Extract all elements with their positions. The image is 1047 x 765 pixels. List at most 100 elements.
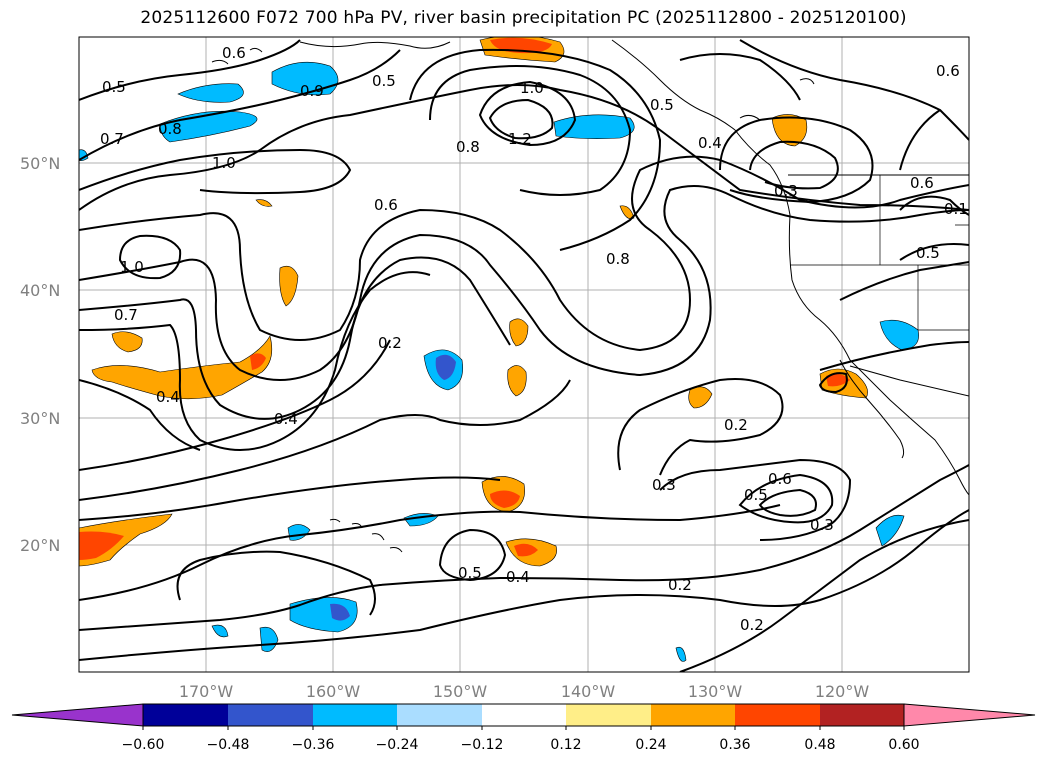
contour-label: 0.5 — [458, 564, 482, 582]
precip-strong-patch — [490, 490, 520, 508]
colorbar-tick-label: −0.12 — [461, 737, 504, 753]
precip-negative-patch — [879, 319, 919, 351]
precip-positive-patch — [507, 365, 527, 397]
contour-line — [679, 519, 969, 672]
colorbar-bin — [820, 704, 904, 726]
lat-label-40n: 40°N — [20, 281, 60, 300]
lat-label-30n: 30°N — [20, 409, 60, 428]
colorbar-bin — [228, 704, 313, 726]
contour-label: 0.8 — [158, 120, 182, 138]
precip-positive-patch — [111, 331, 143, 353]
colorbar-bin — [143, 704, 228, 726]
precip-negative-patch — [211, 624, 229, 638]
contour-line — [739, 39, 969, 141]
contour-labels: 0.6 0.5 0.9 0.5 0.8 0.7 1.0 1.0 1.2 0.8 … — [100, 44, 968, 634]
lon-label-120w: 120°W — [815, 682, 870, 701]
precip-negative-patch — [271, 61, 339, 96]
contour-line — [679, 53, 801, 101]
contour-label: 0.4 — [698, 134, 722, 152]
contour-label: 0.8 — [606, 250, 630, 268]
precip-strong-patch — [826, 373, 850, 387]
contour-line — [79, 509, 969, 661]
contour-label: 0.2 — [740, 616, 764, 634]
precip-strong-patch — [514, 543, 538, 557]
lon-label-140w: 140°W — [561, 682, 616, 701]
precip-strong-negative-patch — [435, 354, 456, 380]
precip-positive-patch — [279, 265, 299, 307]
contour-line — [429, 65, 632, 196]
contour-label: 0.5 — [744, 486, 768, 504]
contour-line — [79, 464, 969, 631]
contour-label: 0.2 — [724, 416, 748, 434]
pv-contours — [79, 39, 969, 672]
coastline-islands — [211, 47, 815, 121]
lon-label-130w: 130°W — [688, 682, 743, 701]
colorbar-bin — [651, 704, 735, 726]
colorbar: −0.60 −0.48 −0.36 −0.24 −0.12 0.12 0.24 … — [11, 703, 1036, 753]
contour-label: 0.6 — [222, 44, 246, 62]
lon-label-170w: 170°W — [179, 682, 234, 701]
contour-line — [79, 379, 571, 501]
contour-line — [738, 473, 834, 524]
contour-label: 0.3 — [774, 182, 798, 200]
colorbar-tick-label: 0.24 — [635, 737, 666, 753]
contour-line — [79, 155, 969, 352]
colorbar-bin — [735, 704, 820, 726]
contour-line — [79, 339, 391, 471]
latitude-labels: 50°N 40°N 30°N 20°N — [20, 154, 60, 555]
contour-label: 1.2 — [508, 130, 532, 148]
contour-label: 0.3 — [652, 476, 676, 494]
contour-line — [79, 39, 301, 101]
contour-line — [79, 148, 352, 195]
gridlines — [79, 37, 969, 672]
precip-negative-patch — [553, 114, 635, 139]
precip-positive-patch — [619, 205, 635, 220]
precip-positive-patch — [509, 318, 529, 347]
contour-line — [899, 109, 969, 216]
contour-line — [488, 98, 554, 140]
coastline-hawaii — [329, 518, 403, 553]
contour-line — [438, 528, 507, 582]
contour-label: 0.9 — [300, 82, 324, 100]
precipitation-fills — [79, 37, 919, 662]
colorbar-tick-label: −0.24 — [376, 737, 419, 753]
contour-line — [818, 372, 848, 394]
precip-positive-patch — [91, 335, 273, 400]
colorbar-bin — [397, 704, 482, 726]
contour-label: 0.7 — [114, 306, 138, 324]
map-frame — [78, 36, 970, 673]
contour-label: 0.8 — [456, 138, 480, 156]
contour-line — [839, 261, 969, 301]
contour-line — [617, 378, 784, 476]
contour-label: 1.0 — [520, 79, 544, 97]
border-us-mexico — [849, 365, 969, 397]
contour-label: 0.5 — [916, 244, 940, 262]
contour-label: 0.1 — [944, 200, 968, 218]
contour-line — [409, 48, 662, 251]
precip-positive-patch — [255, 199, 273, 207]
contour-line — [899, 243, 969, 261]
lon-label-160w: 160°W — [306, 682, 361, 701]
colorbar-tick-label: −0.48 — [207, 737, 250, 753]
coastline-alaska — [299, 41, 451, 49]
precip-strong-patch — [79, 531, 124, 560]
coastline-baja — [839, 359, 905, 459]
contour-line — [819, 341, 969, 371]
contour-label: 0.2 — [378, 334, 402, 352]
contour-line — [79, 49, 401, 161]
precip-positive-patch — [771, 114, 808, 147]
precip-negative-patch — [875, 514, 905, 547]
lat-label-20n: 20°N — [20, 536, 60, 555]
contour-label: 0.7 — [100, 130, 124, 148]
contour-line — [79, 84, 969, 211]
longitude-labels: 170°W 160°W 150°W 140°W 130°W 120°W — [179, 682, 870, 701]
contour-line — [659, 458, 852, 541]
contour-line — [79, 256, 511, 420]
colorbar-low-extension — [11, 703, 144, 727]
colorbar-high-extension — [903, 703, 1036, 727]
contour-line — [79, 379, 201, 451]
precip-strong-negative-patch — [330, 603, 350, 621]
contour-label: 0.5 — [372, 72, 396, 90]
contour-line — [478, 80, 577, 147]
